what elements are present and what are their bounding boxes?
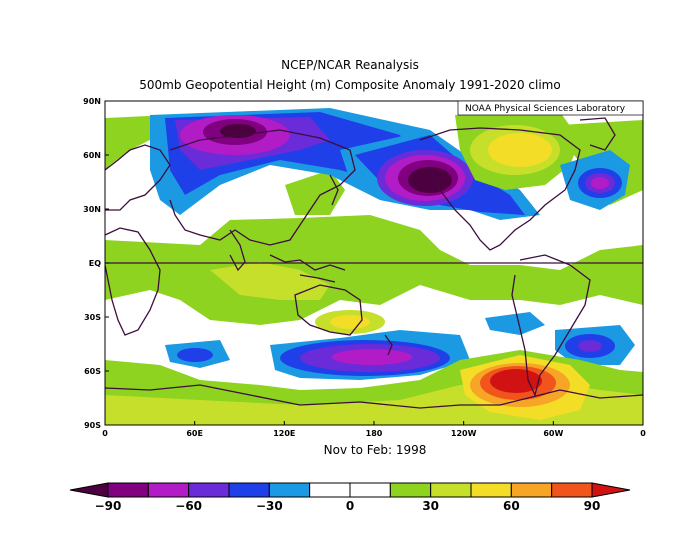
sh-pacific-low-core [332, 349, 412, 365]
colorbar-bin [147, 482, 190, 498]
inset-box [457, 100, 644, 116]
colorbar-bin [470, 482, 512, 498]
colorbar-bin [430, 482, 472, 498]
inset-label: NOAA Physical Sciences Laboratory [465, 104, 626, 114]
colorbar-label: 30 [422, 499, 439, 513]
colorbar-bin [228, 482, 270, 498]
colorbar-label: −60 [175, 499, 202, 513]
lat-tick-label: 60S [84, 367, 101, 376]
tropics-positive [105, 215, 643, 325]
mid-green [285, 170, 345, 215]
colorbar-bin [349, 482, 391, 498]
lon-tick-label: 0 [102, 429, 108, 438]
colorbar-bin [309, 482, 351, 498]
colorbar-label: 0 [346, 499, 354, 513]
colorbar-bin [268, 482, 311, 498]
canada-high-3 [488, 133, 552, 167]
lon-tick-label: 180 [366, 429, 383, 438]
lat-tick-label: 30N [83, 205, 101, 214]
lon-tick-label: 120W [451, 429, 477, 438]
lon-tick-label: 0 [640, 429, 646, 438]
colorbar-label: 90 [584, 499, 601, 513]
chart-title-line-2: 500mb Geopotential Height (m) Composite … [139, 78, 561, 92]
lat-tick-label: 60N [83, 151, 101, 160]
chart-title-line-1: NCEP/NCAR Reanalysis [281, 58, 419, 72]
period-label: Nov to Feb: 1998 [323, 443, 427, 457]
tropics-yellowgreen [210, 262, 330, 300]
colorbar-over-arrow [591, 482, 631, 498]
lat-tick-label: 90S [84, 421, 101, 430]
npacific-low-center [408, 167, 452, 193]
colorbar-bin [510, 482, 553, 498]
natlantic-low-center [591, 177, 609, 189]
aus-yellow-core [330, 315, 370, 329]
colorbar-label: −90 [95, 499, 122, 513]
colorbar: −90 −60 −30 0 30 60 90 [69, 482, 631, 513]
coastlines [105, 117, 643, 409]
colorbar-label: 60 [503, 499, 520, 513]
sh-blue-west-core [177, 348, 213, 362]
lat-tick-label: 30S [84, 313, 101, 322]
amundsen-high-core [490, 369, 542, 393]
sh-east-blue [485, 312, 545, 335]
lat-tick-labels: 90N 60N 30N EQ 30S 60S 90S [83, 97, 109, 430]
sh-atlantic-low-core [578, 340, 602, 352]
colorbar-under-arrow [69, 482, 109, 498]
lon-tick-label: 120E [273, 429, 295, 438]
colorbar-bin [107, 482, 149, 498]
lon-tick-label: 60W [543, 429, 563, 438]
colorbar-label: −30 [256, 499, 283, 513]
lon-tick-labels: 0 60E 120E 180 120W 60W 0 [102, 421, 646, 438]
lon-tick-label: 60E [186, 429, 203, 438]
colorbar-bin [551, 482, 593, 498]
colorbar-bin [389, 482, 432, 498]
anomaly-field [105, 101, 643, 425]
lat-tick-label: EQ [89, 259, 101, 268]
lat-tick-label: 90N [83, 97, 101, 106]
colorbar-bin [188, 482, 230, 498]
